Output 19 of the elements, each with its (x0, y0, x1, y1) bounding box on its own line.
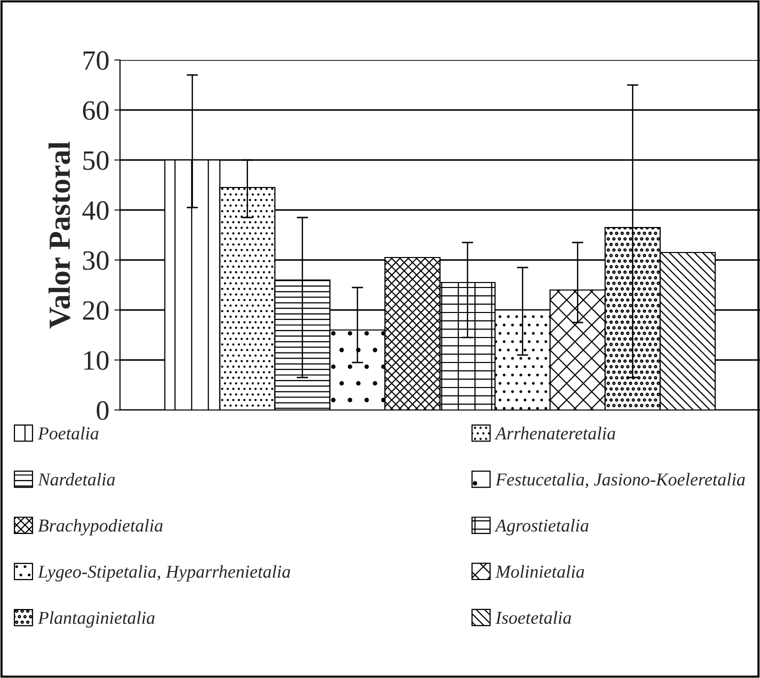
legend-label: Molinietalia (495, 565, 584, 578)
y-tick-label: 0 (96, 401, 109, 420)
legend-label: Brachypodietalia (38, 518, 163, 536)
y-tick-label: 50 (83, 151, 109, 170)
legend-label: Isoetetalia (495, 611, 572, 624)
legend-label: Poetalia (38, 426, 98, 440)
y-tick-label: 60 (83, 101, 109, 120)
legend-label: Lygeo-Stipetalia, Hyparrhenietalia (38, 565, 290, 582)
y-tick-label: 30 (83, 251, 109, 270)
legend-label: Nardetalia (38, 472, 115, 486)
y-axis-title: Valor Pastoral (48, 142, 70, 328)
y-tick-label: 70 (84, 51, 109, 70)
y-tick-label: 20 (83, 301, 109, 320)
y-tick-label: 40 (82, 201, 109, 220)
y-tick-label: 10 (84, 351, 109, 370)
legend-label: Festucetalia, Jasiono-Koeleretalia (495, 472, 745, 488)
legend-label: Plantaginietalia (38, 611, 155, 628)
legend-label: Arrhenateretalia (494, 426, 616, 440)
legend-label: Agrostietalia (494, 518, 588, 536)
